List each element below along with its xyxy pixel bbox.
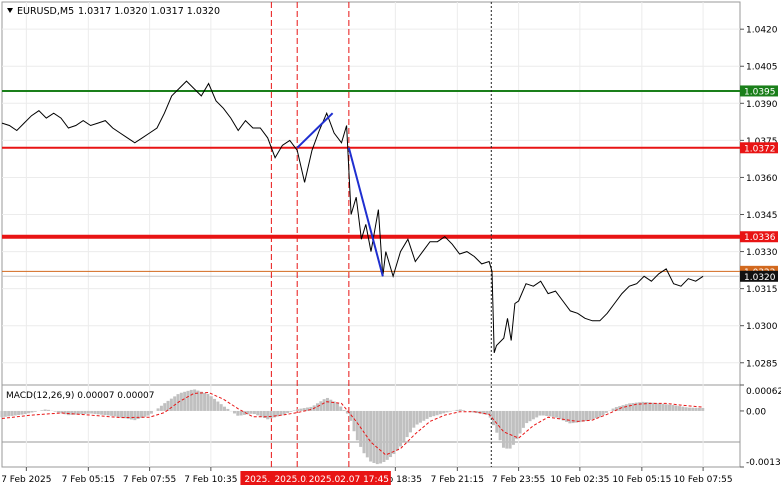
time-marker-text: 2025.02.07 17:45 bbox=[309, 475, 389, 485]
trend-lines bbox=[296, 112, 384, 277]
trend-line bbox=[296, 112, 334, 149]
time-tick-label: 7 Feb 05:15 bbox=[62, 475, 115, 485]
price-tick-label: 1.0360 bbox=[746, 174, 778, 184]
time-tick-label: 7 Feb 21:15 bbox=[431, 475, 484, 485]
level-label-box bbox=[740, 231, 778, 243]
price-axis: 1.0420 1.0405 1.0390 1.0375 1.0360 1.0345 1.03… bbox=[740, 26, 778, 369]
price-tick-label: 1.0345 bbox=[746, 211, 778, 221]
price-tick-label: 1.0405 bbox=[746, 63, 778, 73]
time-axis: 7 Feb 2025 7 Feb 05:15 7 Feb 07:55 7 Feb 10… bbox=[1, 467, 733, 485]
macd-axis: 0.00062 0.00 -0.00134 bbox=[740, 384, 781, 468]
time-tick-label: 10 Feb 02:35 bbox=[550, 475, 609, 485]
time-tick-label: 7 Feb 18:35 bbox=[369, 475, 422, 485]
level-label-text: 1.0395 bbox=[744, 87, 776, 97]
macd-tick-label: 0.00062 bbox=[746, 387, 781, 397]
main-pane-border bbox=[1, 1, 741, 443]
time-tick-label: 7 Feb 10:35 bbox=[184, 475, 237, 485]
time-marker-text: 2025.02.07 bbox=[274, 475, 326, 485]
level-label-box bbox=[740, 142, 778, 154]
level-label-box bbox=[740, 85, 778, 97]
trend-line bbox=[347, 147, 384, 277]
time-tick-label: 7 Feb 07:55 bbox=[123, 475, 176, 485]
time-tick-label: 7 Feb 2025 bbox=[1, 475, 51, 485]
price-tick-label: 1.0390 bbox=[746, 100, 778, 110]
price-tick-label: 1.0375 bbox=[746, 137, 778, 147]
chart-symbol: EURUSD,M5 bbox=[17, 6, 74, 17]
level-label-text: 1.0372 bbox=[744, 144, 776, 154]
dropdown-triangle-icon[interactable] bbox=[7, 8, 13, 13]
macd-signal bbox=[1, 391, 704, 456]
macd-signal-line bbox=[1, 391, 704, 456]
macd-tick-label: -0.00134 bbox=[746, 458, 781, 468]
price-tick-label: 1.0285 bbox=[746, 359, 778, 369]
time-tick-label: 10 Feb 05:15 bbox=[612, 475, 671, 485]
price-levels bbox=[2, 89, 740, 277]
time-tick-label: 10 Feb 07:55 bbox=[674, 475, 733, 485]
current-price-text: 1.0320 bbox=[744, 273, 776, 283]
level-label-text: 1.0336 bbox=[744, 233, 776, 243]
time-marker-box bbox=[240, 471, 319, 485]
vertical-markers bbox=[270, 2, 492, 467]
price-tick-label: 1.0330 bbox=[746, 248, 778, 258]
price-tick-label: 1.0315 bbox=[746, 285, 778, 295]
time-marker-prefix: 2025. bbox=[244, 475, 270, 485]
macd-label: MACD(12,26,9) 0.00007 0.00007 bbox=[6, 391, 155, 401]
price-tick-label: 1.0300 bbox=[746, 322, 778, 332]
time-marker-box bbox=[306, 471, 391, 485]
price-line bbox=[1, 80, 704, 354]
chart-ohlc: 1.0317 1.0320 1.0317 1.0320 bbox=[78, 6, 220, 17]
time-tick-label: 7 Feb 23:55 bbox=[492, 475, 545, 485]
current-price-box bbox=[740, 270, 778, 282]
price-tick-label: 1.0420 bbox=[746, 26, 778, 36]
price-series bbox=[1, 80, 704, 354]
macd-tick-label: 0.00 bbox=[746, 407, 766, 417]
